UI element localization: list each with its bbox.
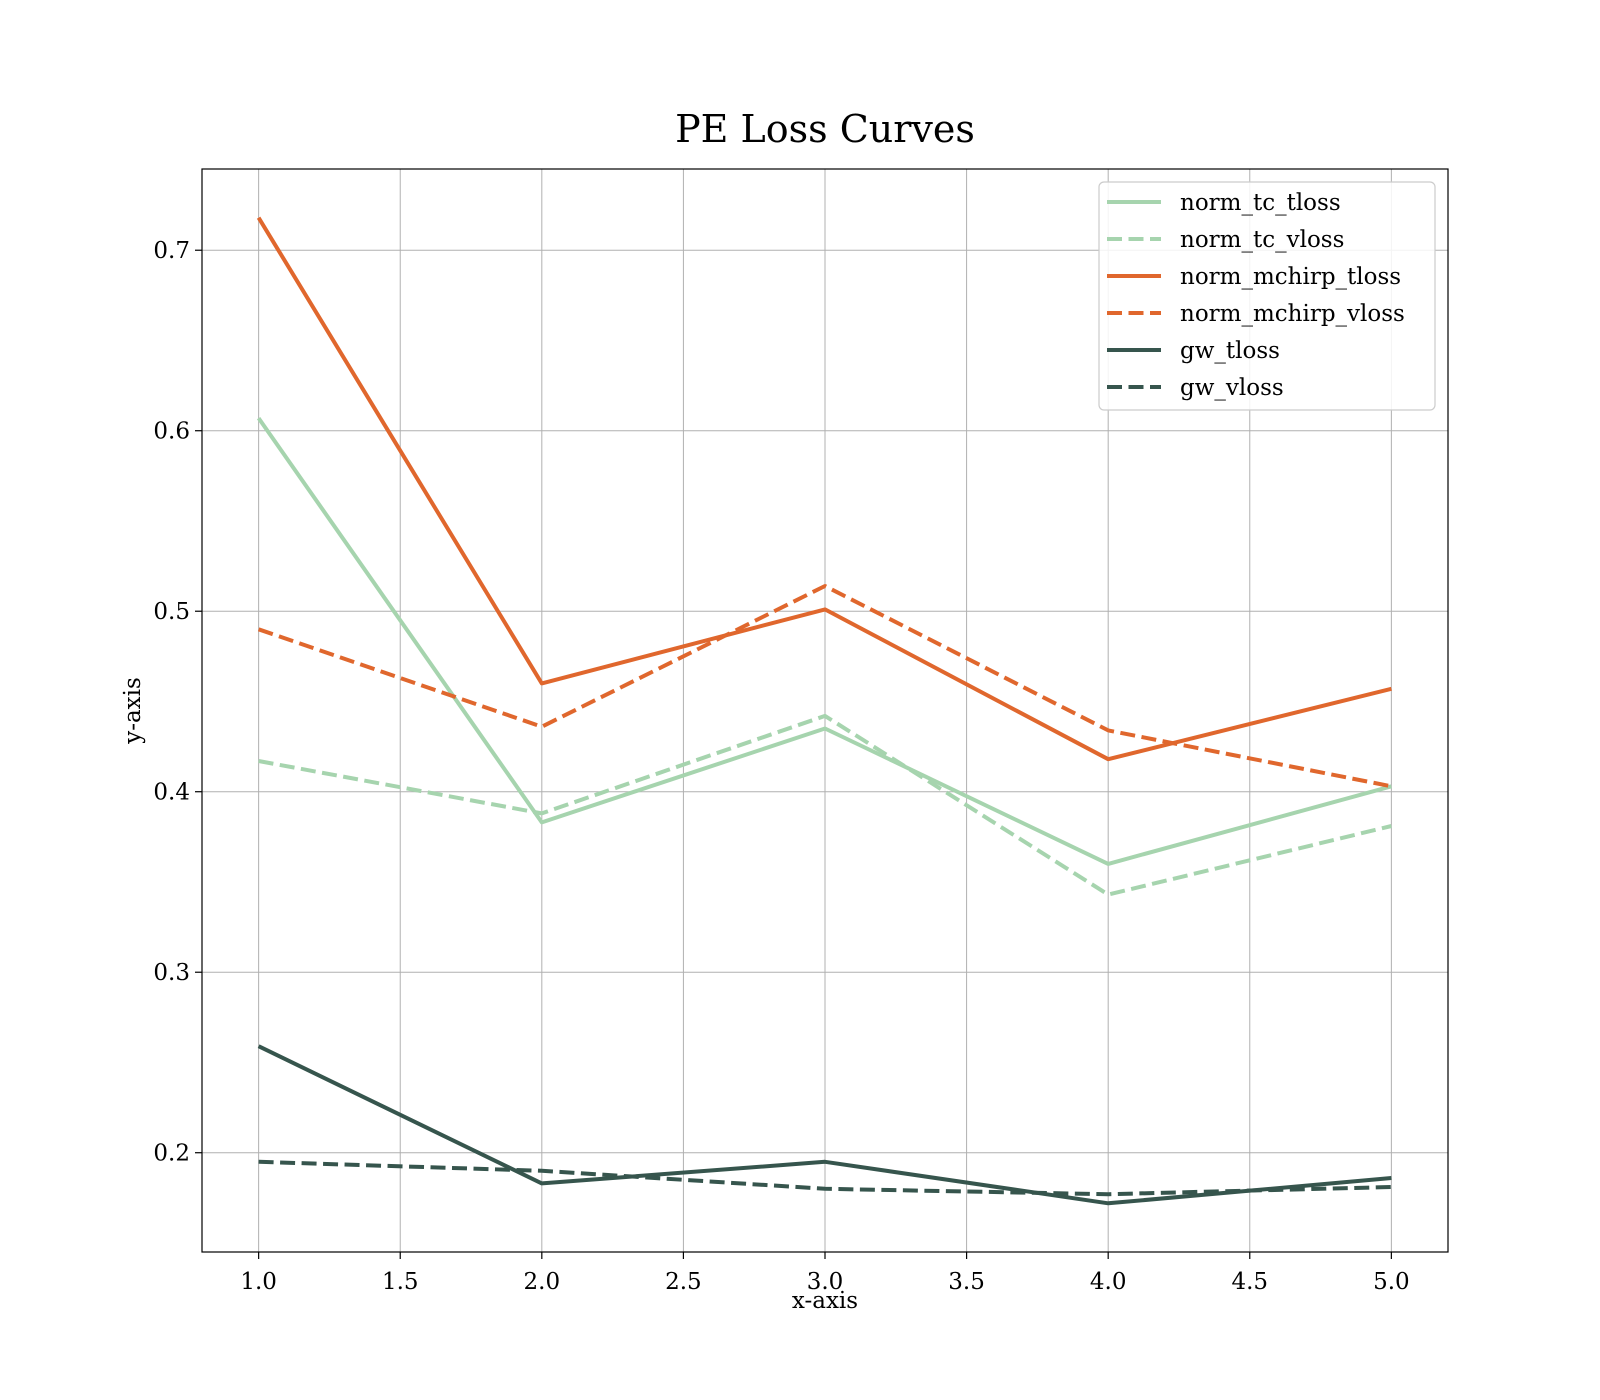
- series-line-norm-tc-vloss: [258, 713, 1392, 897]
- y-tick-label: 0.7: [153, 238, 190, 264]
- x-tick-label: 4.5: [1231, 1269, 1268, 1295]
- x-tick-label: 5.0: [1373, 1269, 1410, 1295]
- y-tick-label: 0.5: [153, 599, 190, 625]
- y-axis-ticks: 0.2 0.3 0.4 0.5 0.6 0.7: [153, 238, 202, 1167]
- legend-label: norm_tc_vloss: [1180, 227, 1344, 253]
- legend-label: gw_vloss: [1180, 375, 1284, 401]
- legend-label: norm_tc_tloss: [1180, 190, 1341, 216]
- y-axis-label: y-axis: [120, 677, 146, 745]
- y-tick-label: 0.3: [153, 960, 190, 986]
- series-line-norm-mchirp-tloss: [256, 216, 1392, 762]
- series-lines: [256, 216, 1392, 1206]
- legend-label: norm_mchirp_tloss: [1180, 264, 1401, 290]
- legend-label: norm_mchirp_vloss: [1180, 301, 1405, 327]
- x-tick-label: 2.0: [524, 1269, 561, 1295]
- x-tick-label: 2.5: [665, 1269, 702, 1295]
- legend-box: [1098, 181, 1436, 411]
- x-tick-label: 3.5: [948, 1269, 985, 1295]
- y-tick-label: 0.6: [153, 419, 190, 445]
- x-tick-label: 4.0: [1090, 1269, 1127, 1295]
- y-tick-label: 0.2: [153, 1141, 190, 1167]
- series-line-gw-vloss: [258, 1159, 1392, 1197]
- x-tick-label: 3.0: [807, 1269, 844, 1295]
- x-axis-ticks: 1.0 1.5 2.0 2.5 3.0 3.5 4.0 4.5 5.0: [240, 1252, 1410, 1295]
- x-tick-label: 1.0: [240, 1269, 277, 1295]
- series-line-norm-mchirp-vloss: [257, 584, 1392, 789]
- y-tick-label: 0.4: [153, 780, 190, 806]
- x-axis-label: x-axis: [792, 1288, 858, 1314]
- legend: norm_tc_tloss norm_tc_vloss norm_mchirp_tl…: [1098, 181, 1436, 411]
- series-line-gw-tloss: [257, 1044, 1392, 1206]
- x-tick-label: 1.5: [382, 1269, 419, 1295]
- series-line-norm-tc-tloss: [256, 416, 1392, 866]
- chart-title: PE Loss Curves: [675, 107, 975, 151]
- legend-label: gw_tloss: [1180, 338, 1280, 364]
